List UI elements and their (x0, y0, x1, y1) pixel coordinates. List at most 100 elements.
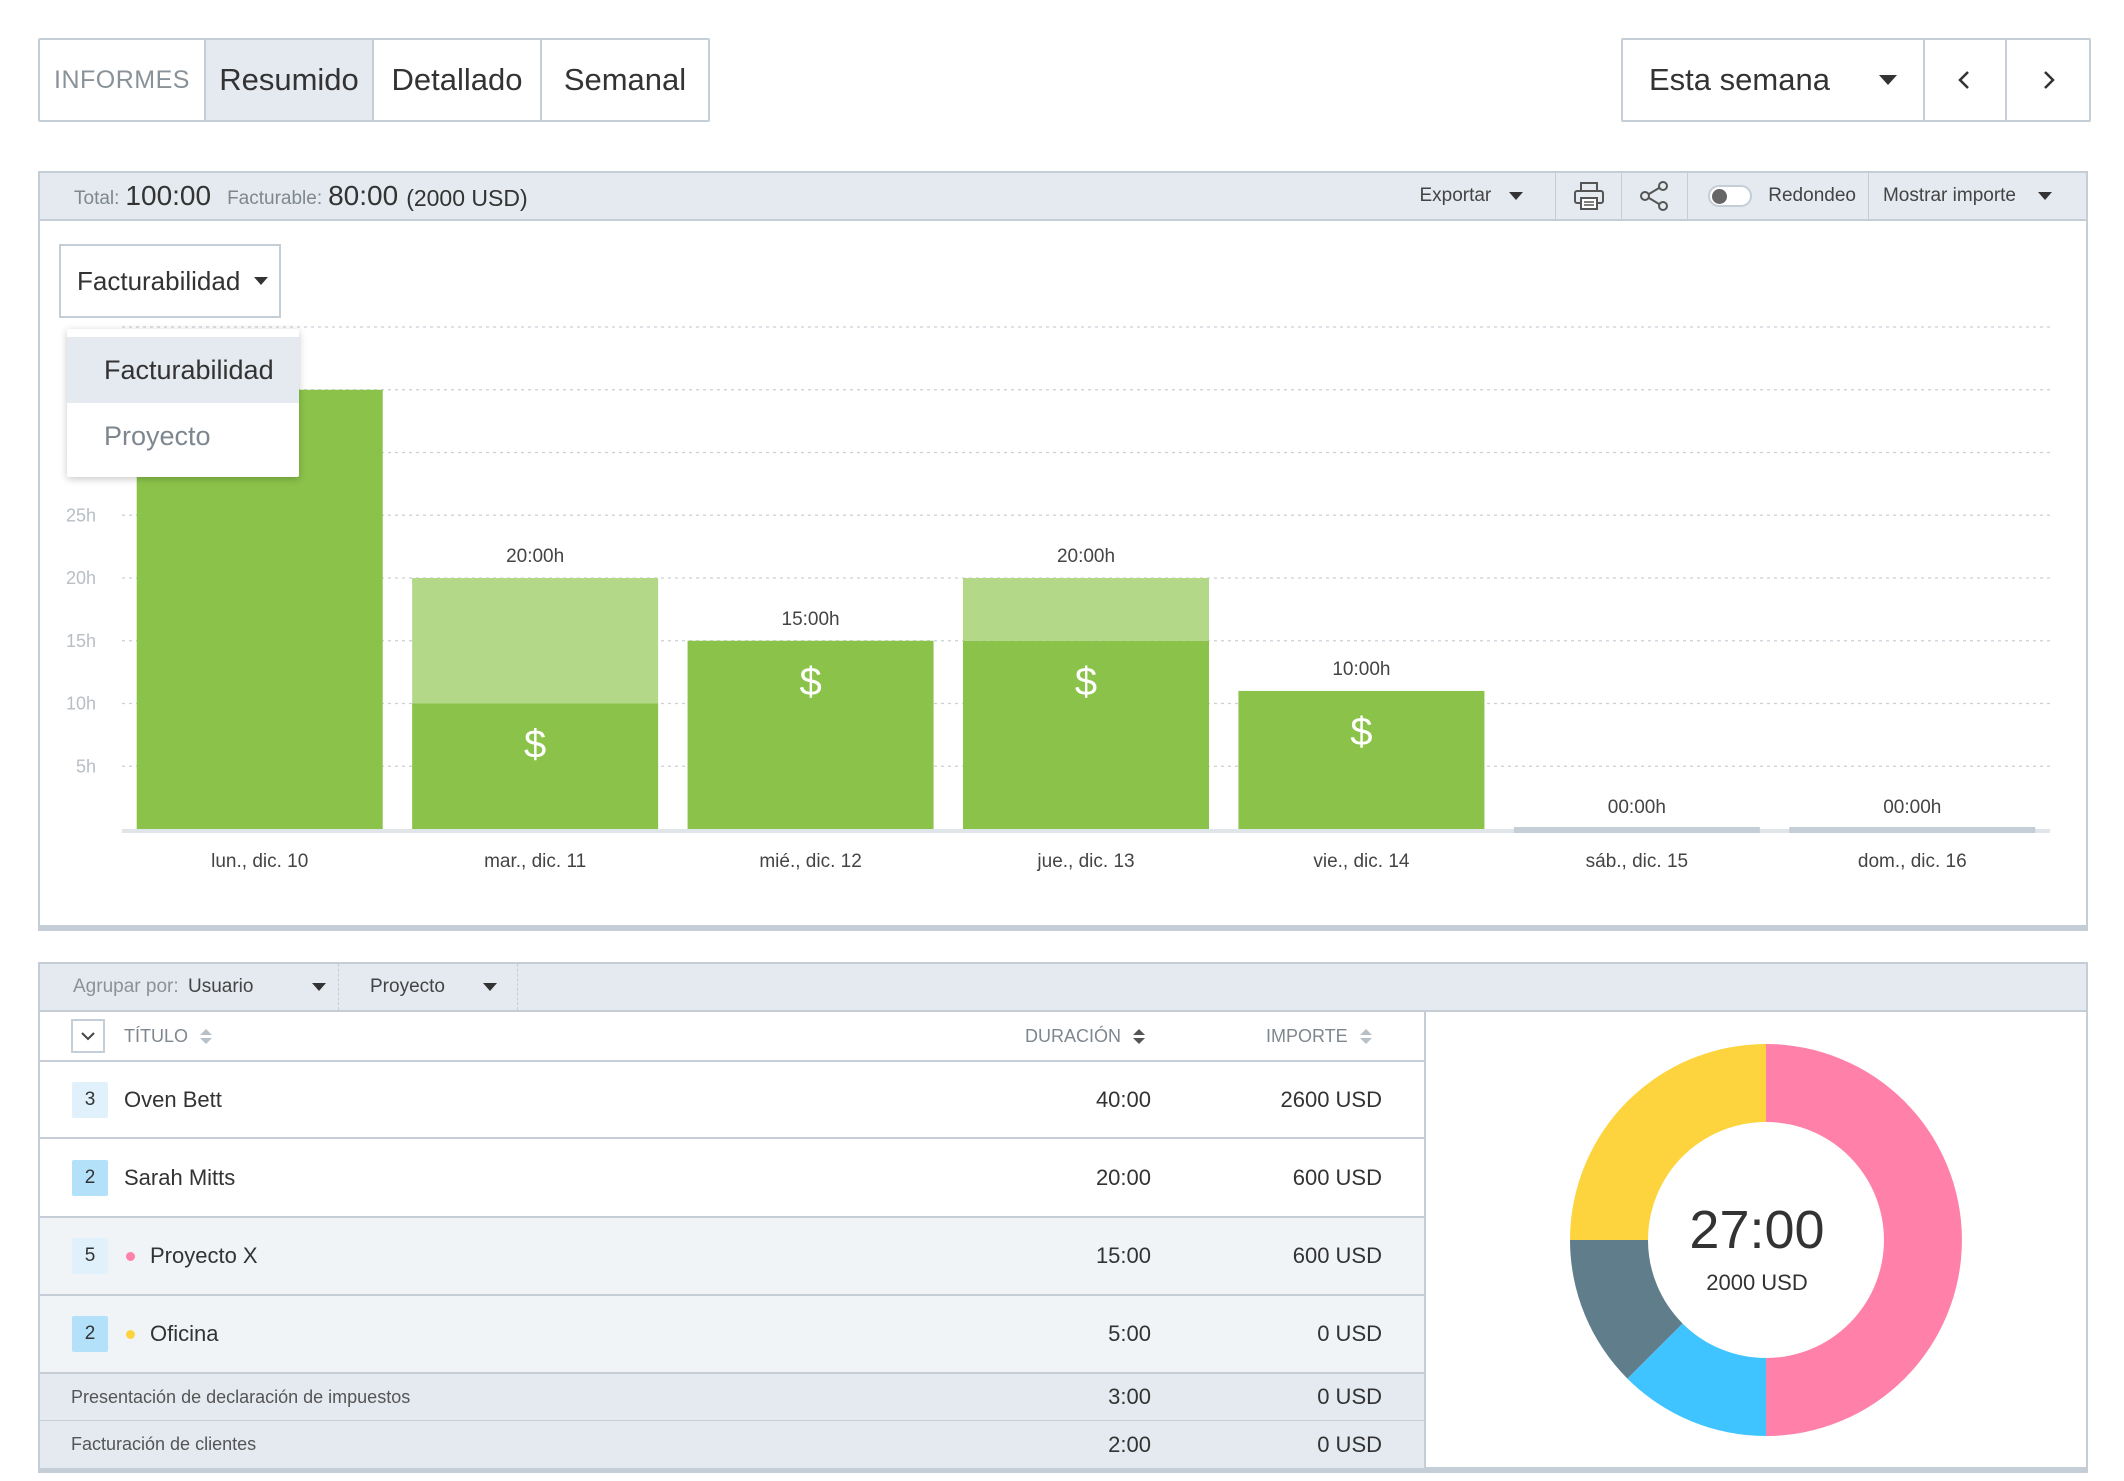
billable-dollar-icon: $ (1075, 660, 1097, 704)
summary-header: Total: 100:00 Facturable: 80:00 (2000 US… (40, 173, 2086, 221)
y-tick-label: 20h (66, 568, 96, 588)
table-leaf-row[interactable]: Facturación de clientes 2:00 0 USD (40, 1421, 1424, 1468)
table-leaf-row[interactable]: Presentación de declaración de impuestos… (40, 1374, 1424, 1421)
row-title: Oven Bett (124, 1086, 222, 1112)
bar-total-label: 00:00h (1608, 797, 1666, 818)
billable-amount: (2000 USD) (406, 184, 528, 211)
column-title-header[interactable]: TÍTULO (124, 1025, 213, 1047)
tab-weekly[interactable]: Semanal (542, 40, 708, 120)
entry-count-badge: 2 (72, 1159, 108, 1196)
group-by-user-select[interactable]: Usuario (188, 964, 339, 1010)
rounding-toggle[interactable]: Redondeo (1688, 173, 1869, 219)
previous-period-button[interactable] (1925, 40, 2007, 120)
entry-count-badge: 5 (72, 1238, 108, 1274)
donut-center-time: 27:00 (1689, 1200, 1825, 1260)
next-period-button[interactable] (2007, 40, 2089, 120)
chart-group-select[interactable]: Facturabilidad (59, 244, 281, 318)
show-amount-dropdown[interactable]: Mostrar importe (1869, 173, 2086, 219)
header-tools: Exportar (1419, 173, 2086, 219)
dropdown-option-project[interactable]: Proyecto (104, 420, 211, 451)
date-range-control: Esta semana (1621, 38, 2091, 122)
date-range-value: Esta semana (1649, 62, 1830, 97)
x-tick-label: vie., dic. 14 (1313, 851, 1410, 872)
tab-detailed[interactable]: Detallado (374, 40, 542, 120)
donut-segment (1766, 1044, 1962, 1436)
chevron-down-icon (254, 277, 269, 285)
bar-empty (1789, 827, 2036, 833)
row-title: Oficina (150, 1321, 219, 1346)
share-button[interactable] (1622, 173, 1689, 219)
donut-segment (1570, 1044, 1766, 1240)
row-duration: 2:00 (1108, 1431, 1151, 1457)
row-amount: 600 USD (1292, 1243, 1382, 1268)
chart-group-value: Facturabilidad (77, 265, 241, 296)
column-duration-header[interactable]: DURACIÓN (1025, 1026, 1146, 1047)
bar-chart: 5h10h15h20h25h30h$35:00hlun., dic. 10$20… (66, 326, 2050, 872)
sort-icon (200, 1028, 213, 1044)
chart-panel: Total: 100:00 Facturable: 80:00 (2000 US… (38, 171, 2088, 931)
x-tick-label: mar., dic. 11 (484, 851, 586, 872)
table-row[interactable]: 2 Sarah Mitts 20:00 600 USD (40, 1139, 1424, 1218)
export-dropdown[interactable]: Exportar (1419, 173, 1557, 219)
chevron-down-icon (312, 983, 326, 991)
bar-nonbillable (412, 578, 659, 704)
row-duration: 5:00 (1108, 1321, 1151, 1346)
chevron-down-icon (1879, 75, 1897, 85)
sort-icon (1359, 1028, 1372, 1044)
group-by-project-select[interactable]: Proyecto (339, 964, 518, 1010)
column-title-label: TÍTULO (124, 1025, 189, 1046)
y-tick-label: 15h (66, 631, 96, 651)
expand-all-toggle[interactable] (71, 1019, 105, 1053)
chevron-down-icon (81, 1032, 95, 1041)
row-duration: 40:00 (1095, 1086, 1151, 1112)
breakdown-table: TÍTULO DURACIÓN IMPORTE 3 Oven Bett 40:0… (40, 1012, 1426, 1468)
donut-chart: 27:00 2000 USD (1426, 1012, 2088, 1463)
row-amount: 2600 USD (1280, 1086, 1382, 1112)
chevron-down-icon (2038, 192, 2052, 200)
row-title: Facturación de clientes (71, 1434, 257, 1454)
x-tick-label: mié., dic. 12 (759, 851, 861, 872)
date-range-select[interactable]: Esta semana (1623, 40, 1925, 120)
bar-total-label: 00:00h (1883, 797, 1941, 818)
column-amount-label: IMPORTE (1266, 1025, 1348, 1046)
table-subrow[interactable]: 2 Oficina 5:00 0 USD (40, 1296, 1424, 1374)
project-color-dot (126, 1251, 135, 1261)
dropdown-option-billability[interactable]: Facturabilidad (67, 337, 299, 403)
breakdown-panel: Agrupar por: Usuario Proyecto TÍTULO DUR… (38, 962, 2088, 1473)
billable-value: 80:00 (328, 180, 399, 211)
chevron-down-icon (483, 983, 497, 991)
row-title: Sarah Mitts (124, 1164, 236, 1190)
chevron-down-icon (1509, 192, 1524, 200)
total-label: Total: (74, 188, 120, 209)
tab-summary[interactable]: Resumido (206, 40, 374, 120)
group-by-bar: Agrupar por: Usuario Proyecto (40, 964, 2086, 1012)
donut-svg (1570, 1044, 1962, 1436)
row-title: Presentación de declaración de impuestos (71, 1386, 411, 1407)
rounding-switch[interactable] (1708, 185, 1753, 207)
group-by-project-value: Proyecto (370, 976, 445, 997)
bar-empty (1513, 827, 1760, 833)
table-row[interactable]: 3 Oven Bett 40:00 2600 USD (40, 1062, 1424, 1139)
project-color-dot (126, 1329, 135, 1339)
bar-total-label: 10:00h (1332, 659, 1390, 680)
x-tick-label: lun., dic. 10 (211, 851, 308, 872)
chevron-right-icon (2044, 71, 2055, 89)
print-button[interactable] (1556, 173, 1623, 219)
bar-total-label: 15:00h (782, 609, 840, 630)
report-tabs: INFORMES Resumido Detallado Semanal (38, 38, 710, 122)
show-amount-label: Mostrar importe (1882, 185, 2016, 206)
column-amount-header[interactable]: IMPORTE (1266, 1026, 1372, 1047)
row-amount: 0 USD (1317, 1384, 1382, 1409)
bar-total-label: 20:00h (1057, 546, 1115, 567)
row-amount: 0 USD (1317, 1431, 1382, 1457)
share-icon (1639, 181, 1668, 211)
chart-group-dropdown: Facturabilidad Proyecto (67, 329, 299, 477)
donut-center-amount: 2000 USD (1706, 1270, 1808, 1295)
table-subrow[interactable]: 5 Proyecto X 15:00 600 USD (40, 1218, 1424, 1296)
billable-label: Facturable: (227, 188, 323, 209)
x-tick-label: sáb., dic. 15 (1586, 851, 1688, 872)
entry-count-badge: 3 (72, 1081, 108, 1118)
bar-billable (687, 640, 934, 829)
donut-segment (1570, 1240, 1683, 1379)
row-amount: 0 USD (1317, 1321, 1382, 1346)
